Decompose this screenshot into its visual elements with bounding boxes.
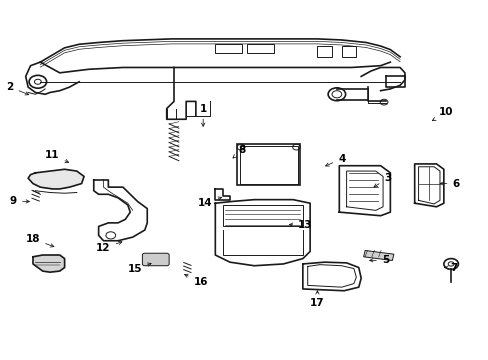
FancyBboxPatch shape [142, 253, 169, 266]
Bar [363, 251, 393, 261]
Polygon shape [28, 169, 84, 189]
Text: 6: 6 [439, 179, 459, 189]
Text: 2: 2 [6, 82, 29, 95]
Bar [317, 46, 331, 57]
Text: 4: 4 [325, 154, 345, 166]
Bar [222, 205, 302, 226]
Text: 11: 11 [45, 150, 68, 162]
Text: 5: 5 [369, 255, 388, 265]
Bar [239, 146, 297, 184]
Text: 15: 15 [127, 263, 151, 274]
Text: 12: 12 [96, 241, 122, 253]
Text: 1: 1 [199, 104, 206, 126]
Text: 7: 7 [444, 262, 456, 273]
Text: 17: 17 [309, 291, 324, 308]
Text: 9: 9 [10, 197, 29, 206]
Text: 3: 3 [373, 173, 391, 187]
Bar [246, 44, 273, 53]
Text: 14: 14 [198, 197, 221, 208]
Bar [237, 144, 300, 185]
Text: 8: 8 [232, 145, 245, 158]
Bar [215, 44, 242, 53]
Bar [341, 46, 356, 57]
Text: 10: 10 [431, 107, 452, 121]
Text: 13: 13 [289, 220, 312, 230]
Text: 18: 18 [26, 234, 54, 247]
Polygon shape [33, 255, 64, 272]
Text: 16: 16 [184, 274, 207, 287]
